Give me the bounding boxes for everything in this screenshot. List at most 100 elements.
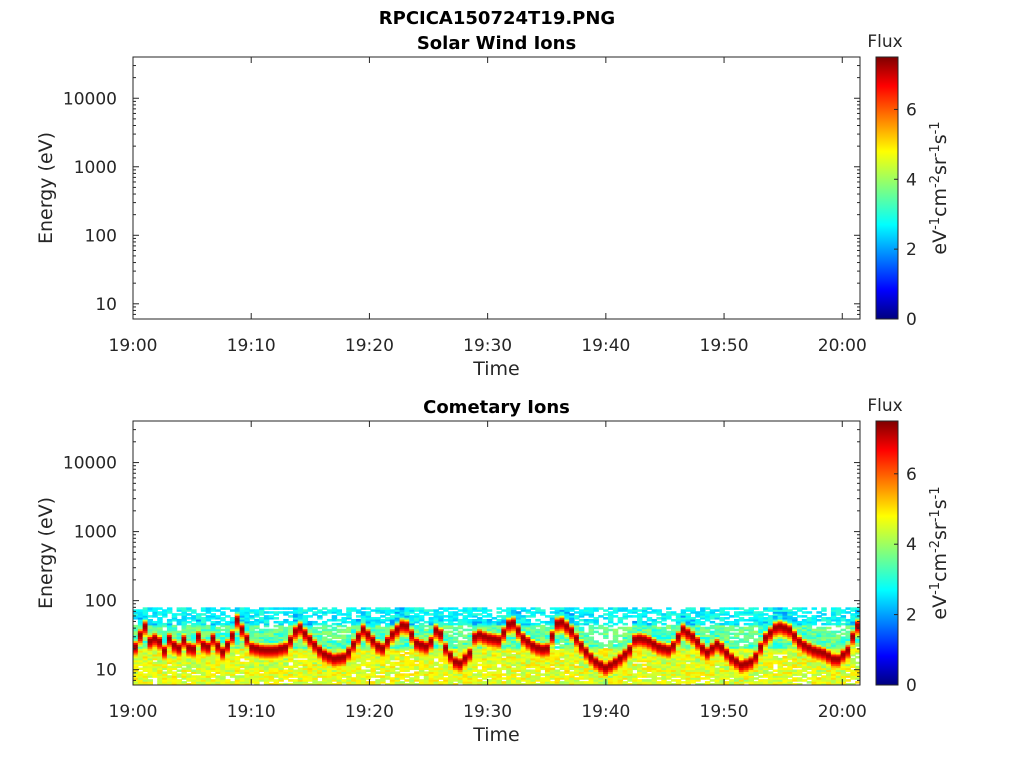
spectrogram-cell: [588, 659, 595, 663]
spectrogram-cell: [263, 661, 270, 665]
spectrogram-cell: [472, 634, 478, 638]
spectrogram-cell: [777, 628, 784, 632]
spectrogram-cell: [385, 669, 391, 673]
spectrogram-cell: [511, 644, 517, 647]
spectrogram-cell: [317, 669, 323, 673]
spectrogram-cell: [360, 679, 367, 682]
spectrogram-cell: [792, 630, 798, 634]
spectrogram-cell: [569, 659, 575, 663]
spectrogram-cell: [593, 677, 599, 680]
spectrogram-cell: [191, 609, 197, 612]
spectrogram-cell: [748, 622, 754, 626]
spectrogram-cell: [651, 624, 658, 628]
spectrogram-cell: [617, 640, 624, 643]
spectrogram-cell: [777, 679, 784, 682]
spectrogram-cell: [404, 624, 410, 628]
spectrogram-cell: [477, 620, 483, 624]
spectrogram-cell: [181, 677, 187, 680]
spectrogram-cell: [283, 671, 289, 674]
spectrogram-cell: [709, 675, 716, 678]
spectrogram-cell: [200, 657, 207, 661]
spectrogram-cell: [743, 673, 750, 676]
spectrogram-cell: [685, 626, 691, 630]
spectrogram-cell: [448, 607, 454, 610]
spectrogram-cell: [380, 653, 386, 657]
spectrogram-cell: [651, 628, 658, 632]
spectrogram-cell: [578, 661, 585, 665]
spectrogram-cell: [578, 642, 585, 645]
spectrogram-cell: [302, 620, 309, 624]
spectrogram-cell: [137, 667, 144, 671]
spectrogram-cell: [423, 650, 430, 653]
spectrogram-cell: [743, 677, 750, 680]
spectrogram-cell: [443, 663, 449, 667]
spectrogram-cell: [365, 677, 372, 680]
spectrogram-cell: [244, 650, 250, 653]
spectrogram-cell: [370, 659, 376, 663]
spectrogram-cell: [617, 667, 624, 671]
spectrogram-cell: [394, 667, 401, 671]
spectrogram-cell: [317, 636, 323, 639]
spectrogram-cell: [229, 620, 236, 624]
spectrogram-cell: [399, 638, 406, 641]
spectrogram-cell: [433, 611, 439, 614]
spectrogram-cell: [525, 679, 532, 682]
spectrogram-cell: [651, 622, 658, 626]
spectrogram-cell: [375, 679, 381, 682]
spectrogram-cell: [210, 634, 216, 638]
spectrogram-cell: [617, 644, 624, 647]
spectrogram-cell: [574, 677, 580, 680]
spectrogram-cell: [782, 655, 788, 659]
spectrogram-cell: [666, 607, 672, 610]
spectrogram-cell: [171, 626, 178, 630]
spectrogram-cell: [452, 669, 459, 673]
spectrogram-cell: [355, 648, 362, 651]
spectrogram-cell: [763, 681, 769, 684]
spectrogram-cell: [137, 609, 144, 612]
spectrogram-cell: [622, 657, 628, 661]
spectrogram-cell: [452, 646, 459, 649]
spectrogram-cell: [268, 628, 275, 632]
spectrogram-cell: [346, 638, 352, 641]
spectrogram-cell: [564, 609, 570, 612]
spectrogram-cell: [695, 651, 701, 655]
spectrogram-cell: [375, 648, 381, 651]
spectrogram-cell: [215, 644, 221, 647]
spectrogram-cell: [297, 642, 304, 645]
spectrogram-cell: [777, 663, 784, 667]
spectrogram-cell: [414, 634, 420, 638]
spectrogram-cell: [409, 624, 415, 628]
spectrogram-cell: [738, 659, 745, 663]
spectrogram-cell: [448, 679, 454, 682]
spectrogram-cell: [254, 648, 260, 651]
spectrogram-cell: [268, 661, 275, 665]
spectrogram-cell: [714, 671, 721, 674]
spectrogram-cell: [254, 624, 260, 628]
spectrogram-cell: [244, 620, 250, 624]
spectrogram-cell: [695, 673, 701, 676]
spectrogram-cell: [331, 611, 338, 614]
spectrogram-cell: [302, 673, 309, 676]
spectrogram-cell: [738, 640, 745, 643]
spectrogram-cell: [646, 669, 653, 673]
spectrogram-cell: [225, 650, 231, 653]
spectrogram-cell: [239, 632, 246, 636]
spectrogram-cell: [544, 669, 551, 673]
spectrogram-cell: [176, 648, 183, 651]
spectrogram-cell: [724, 665, 730, 669]
spectrogram-cell: [205, 681, 212, 684]
spectrogram-cell: [467, 667, 473, 671]
spectrogram-cell: [520, 646, 527, 649]
spectrogram-cell: [506, 624, 512, 628]
spectrogram-cell: [283, 628, 289, 632]
spectrogram-cell: [196, 632, 202, 636]
spectrogram-cell: [549, 667, 556, 671]
spectrogram-cell: [666, 648, 672, 651]
spectrogram-cell: [530, 655, 536, 659]
spectrogram-cell: [394, 636, 401, 639]
x-tick-label: 20:00: [818, 336, 867, 356]
spectrogram-cell: [307, 655, 313, 659]
spectrogram-cell: [355, 650, 362, 653]
spectrogram-cell: [632, 626, 638, 630]
spectrogram-cell: [462, 669, 469, 673]
